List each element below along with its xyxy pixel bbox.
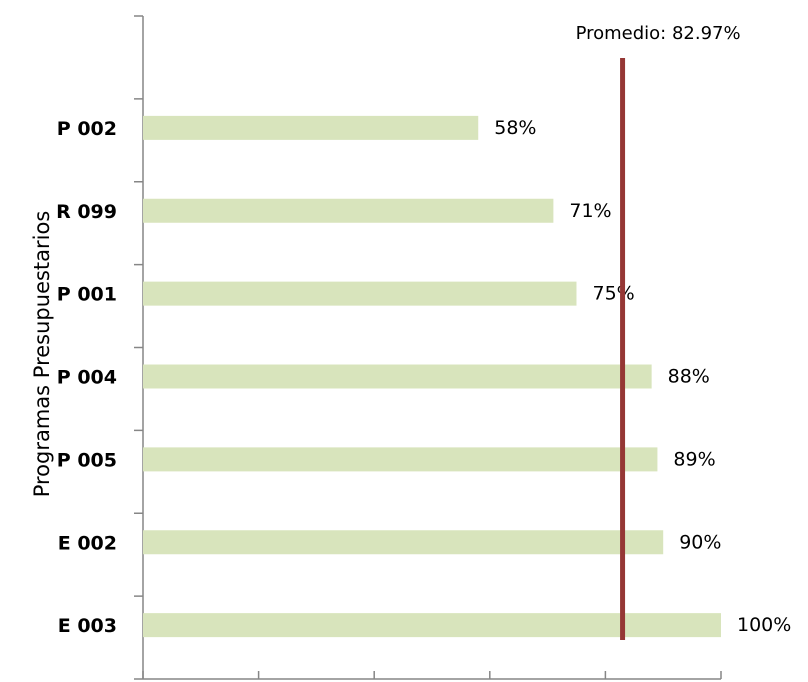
bar: [143, 613, 721, 638]
category-label: P 001: [57, 284, 117, 306]
category-labels: P 002 R 099 P 001 P 004 P 005 E 002 E 003: [56, 118, 117, 637]
bar: [143, 530, 664, 555]
value-label: 88%: [668, 366, 710, 388]
average-marker: Promedio: 82.97%: [576, 23, 741, 640]
bar: [143, 281, 577, 306]
value-label: 90%: [679, 531, 721, 553]
bar: [143, 364, 652, 389]
x-axis: [142, 671, 722, 680]
category-label: R 099: [56, 201, 117, 223]
category-label: E 003: [58, 615, 117, 637]
category-label: P 002: [57, 118, 117, 140]
bars: [143, 115, 721, 638]
category-label: P 004: [57, 367, 117, 389]
y-axis-title: Programas Presupuestarios: [30, 211, 54, 498]
bar: [143, 115, 479, 140]
y-axis: [134, 15, 144, 680]
value-label: 71%: [569, 200, 611, 222]
average-label: Promedio: 82.97%: [576, 23, 741, 44]
category-label: P 005: [57, 449, 117, 471]
value-label: 58%: [494, 117, 536, 139]
value-label: 89%: [673, 448, 715, 470]
value-label: 75%: [593, 283, 635, 305]
bar: [143, 198, 554, 223]
value-label: 100%: [737, 614, 791, 636]
bar: [143, 447, 658, 472]
category-label: E 002: [58, 532, 117, 554]
